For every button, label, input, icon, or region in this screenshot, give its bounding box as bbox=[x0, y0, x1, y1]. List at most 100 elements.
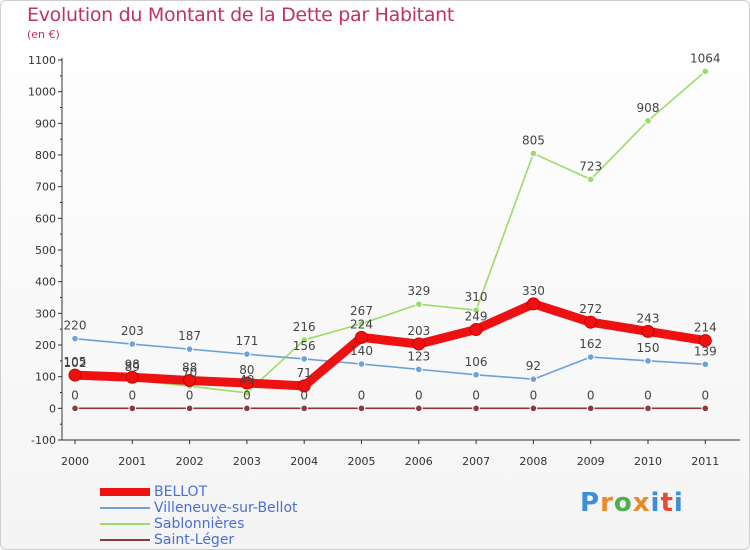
data-point bbox=[185, 404, 194, 413]
x-tick-label: 2009 bbox=[577, 455, 605, 468]
data-point bbox=[297, 379, 311, 393]
data-label: 0 bbox=[701, 388, 709, 402]
y-tick-label: -100 bbox=[31, 434, 56, 447]
data-label: 272 bbox=[579, 302, 602, 316]
data-label: 92 bbox=[526, 359, 541, 373]
data-point bbox=[128, 340, 137, 348]
data-label: 89 bbox=[125, 360, 140, 374]
data-label: 123 bbox=[407, 349, 430, 363]
y-tick-label: 300 bbox=[35, 307, 56, 320]
data-point bbox=[243, 389, 251, 397]
data-point bbox=[584, 315, 598, 329]
x-tick-label: 2002 bbox=[176, 455, 204, 468]
data-label: 105 bbox=[64, 355, 87, 369]
data-point bbox=[243, 404, 251, 413]
data-point bbox=[185, 345, 194, 353]
data-label: 224 bbox=[350, 317, 373, 331]
legend-swatch-sablonnieres bbox=[100, 523, 150, 525]
data-label: 71 bbox=[297, 366, 312, 380]
data-label: 171 bbox=[235, 334, 258, 348]
data-label: 139 bbox=[694, 344, 717, 358]
x-tick-label: 2003 bbox=[233, 455, 261, 468]
data-label: 805 bbox=[522, 133, 545, 147]
data-label: 220 bbox=[64, 319, 87, 333]
data-point bbox=[529, 404, 538, 413]
legend-swatch-saint-leger bbox=[100, 539, 150, 541]
y-tick-label: 100 bbox=[35, 371, 56, 384]
x-tick-label: 2008 bbox=[519, 455, 547, 468]
data-point bbox=[128, 404, 137, 413]
data-label: 106 bbox=[465, 355, 488, 369]
series-line-0 bbox=[70, 299, 710, 391]
data-label: 267 bbox=[350, 304, 373, 318]
data-point bbox=[415, 365, 423, 374]
y-tick-label: 200 bbox=[35, 339, 56, 352]
data-point bbox=[300, 404, 309, 413]
x-tick-label: 2001 bbox=[118, 455, 146, 468]
data-label: 0 bbox=[587, 388, 595, 402]
data-label: 0 bbox=[71, 388, 79, 402]
data-point bbox=[698, 334, 712, 348]
data-point bbox=[183, 373, 197, 387]
y-tick-label: 1000 bbox=[28, 86, 56, 99]
data-label: 88 bbox=[182, 360, 197, 374]
y-tick-label: 600 bbox=[35, 212, 56, 225]
data-point bbox=[71, 334, 79, 343]
data-label: 70 bbox=[182, 366, 197, 380]
legend-swatch-bellot bbox=[100, 488, 150, 496]
series-layer bbox=[68, 67, 712, 413]
data-label: 0 bbox=[186, 388, 194, 402]
data-point bbox=[415, 404, 423, 413]
legend-label-bellot: BELLOT bbox=[154, 484, 208, 500]
data-label: 214 bbox=[694, 321, 717, 335]
data-point bbox=[357, 404, 366, 413]
x-tick-label: 2004 bbox=[290, 455, 318, 468]
logo-letter: i bbox=[650, 488, 661, 518]
x-tick-label: 2006 bbox=[405, 455, 433, 468]
data-label: 203 bbox=[407, 324, 430, 338]
data-label: 310 bbox=[465, 290, 488, 304]
data-label: 0 bbox=[415, 388, 423, 402]
x-tick-label: 2010 bbox=[634, 455, 662, 468]
data-labels-layer: 105 98 88 80 71 224 203 249 330 272 243 214 220 203 18… bbox=[64, 51, 721, 402]
logo-letter: x bbox=[632, 488, 651, 518]
series-line-1 bbox=[74, 337, 707, 381]
legend-label-villeneuve: Villeneuve-sur-Bellot bbox=[154, 500, 298, 516]
y-tick-label: 0 bbox=[49, 402, 56, 415]
x-tick-label: 2000 bbox=[61, 455, 89, 468]
data-label: 330 bbox=[522, 284, 545, 298]
data-point bbox=[701, 360, 710, 369]
data-label: 0 bbox=[243, 388, 251, 402]
data-point bbox=[300, 355, 309, 363]
data-point bbox=[243, 350, 251, 358]
data-point bbox=[125, 370, 139, 384]
data-label: 140 bbox=[350, 344, 373, 358]
x-tick-label: 2011 bbox=[691, 455, 719, 468]
legend-label-sablonnieres: Sablonnières bbox=[154, 516, 245, 532]
chart-subtitle: (en €) bbox=[27, 28, 60, 41]
x-tick-label: 2005 bbox=[348, 455, 376, 468]
data-label: 1064 bbox=[690, 51, 721, 65]
data-label: 187 bbox=[178, 329, 201, 343]
y-tick-label: 800 bbox=[35, 149, 56, 162]
series-line-2 bbox=[74, 70, 707, 394]
data-point bbox=[644, 404, 652, 413]
axes: -100010020030040050060070080090010001100… bbox=[28, 54, 740, 468]
data-label: 98 bbox=[125, 357, 140, 371]
data-point bbox=[240, 376, 254, 390]
data-point bbox=[357, 360, 366, 368]
data-label: 0 bbox=[530, 388, 538, 402]
chart-title: Evolution du Montant de la Dette par Hab… bbox=[27, 4, 455, 26]
data-point bbox=[71, 404, 79, 413]
y-tick-label: 700 bbox=[35, 181, 56, 194]
data-point bbox=[586, 404, 595, 413]
data-label: 0 bbox=[358, 388, 366, 402]
data-point bbox=[472, 404, 480, 413]
data-point bbox=[472, 306, 480, 314]
data-point bbox=[472, 370, 480, 379]
data-point bbox=[68, 368, 82, 382]
data-point bbox=[644, 357, 652, 365]
data-point bbox=[300, 336, 309, 344]
data-label: 243 bbox=[637, 311, 660, 325]
